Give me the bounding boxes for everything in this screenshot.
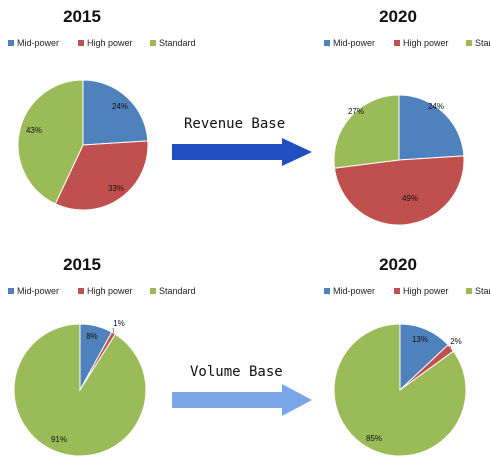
chart-title: 2015 (63, 255, 101, 274)
legend-swatch (8, 40, 14, 46)
revenue-arrow: Revenue Base (172, 116, 312, 166)
pie-chart-1: 2015 Mid-power High power Standard 24% 33% 43% (8, 7, 196, 211)
legend-swatch (78, 288, 84, 294)
legend-entry: Mid-power (333, 38, 375, 48)
legend-entry: Standard (475, 38, 490, 48)
data-label: 1% (113, 319, 125, 328)
legend-swatch (466, 288, 472, 294)
data-label: 8% (86, 332, 98, 341)
pie-charts: 2015 Mid-power High power Standard 24% 33% 43%… (8, 7, 490, 457)
data-label: 49% (402, 194, 418, 203)
legend-swatch (150, 40, 156, 46)
data-label: 43% (26, 126, 42, 135)
data-label: 33% (108, 184, 124, 193)
pie-slice-high-power (333, 155, 465, 226)
volume-arrow-label: Volume Base (190, 364, 283, 380)
data-label: 24% (112, 102, 128, 111)
data-label: 27% (348, 107, 364, 116)
legend-swatch (324, 288, 330, 294)
leader-line (112, 327, 114, 334)
pie-slice-standard (13, 323, 147, 457)
pie-slice-standard (333, 94, 400, 169)
pie-slice-mid-power (82, 79, 149, 146)
pie-slice-standard (333, 323, 467, 457)
revenue-arrow-shape (172, 138, 312, 166)
volume-arrow: Volume Base (172, 364, 312, 416)
legend-swatch (150, 288, 156, 294)
legend-entry: High power (403, 38, 449, 48)
chart-title: 2020 (379, 7, 417, 26)
chart-title: 2020 (379, 255, 417, 274)
legend-entry: Mid-power (17, 286, 59, 296)
chart-title: 2015 (63, 7, 101, 26)
legend-entry: High power (87, 38, 133, 48)
pie-slice-standard (17, 79, 84, 205)
data-label: 85% (366, 434, 382, 443)
legend-entry: High power (403, 286, 449, 296)
legend-swatch (8, 288, 14, 294)
pie-chart-2: 2020 Mid-power High power Standard 24% 49% 27% (324, 7, 490, 226)
legend: Mid-power High power Standard (8, 286, 196, 296)
legend-swatch (466, 40, 472, 46)
data-label: 24% (428, 102, 444, 111)
revenue-arrow-label: Revenue Base (184, 116, 285, 132)
pie-chart-3: 2015 Mid-power High power Standard 8% 1% 91% (8, 255, 196, 457)
legend-swatch (78, 40, 84, 46)
legend: Mid-power High power Standard (8, 38, 196, 48)
legend-entry: Mid-power (17, 38, 59, 48)
volume-arrow-shape (172, 384, 312, 416)
data-label: 13% (412, 335, 428, 344)
legend-swatch (394, 40, 400, 46)
pie-slice-high-power (54, 140, 149, 211)
legend-entry: High power (87, 286, 133, 296)
legend-entry: Standard (159, 38, 196, 48)
legend-entry: Standard (159, 286, 196, 296)
pie-slice-mid-power (398, 94, 465, 161)
legend-swatch (394, 288, 400, 294)
legend-entry: Mid-power (333, 286, 375, 296)
legend: Mid-power High power Standard (324, 38, 490, 48)
data-label: 91% (51, 435, 67, 444)
pie-chart-4: 2020 Mid-power High power Standard 13% 2% 85% (324, 255, 490, 457)
legend-swatch (324, 40, 330, 46)
data-label: 2% (450, 337, 462, 346)
leader-line (449, 345, 452, 349)
legend-entry: Standard (475, 286, 490, 296)
legend: Mid-power High power Standard (324, 286, 490, 296)
